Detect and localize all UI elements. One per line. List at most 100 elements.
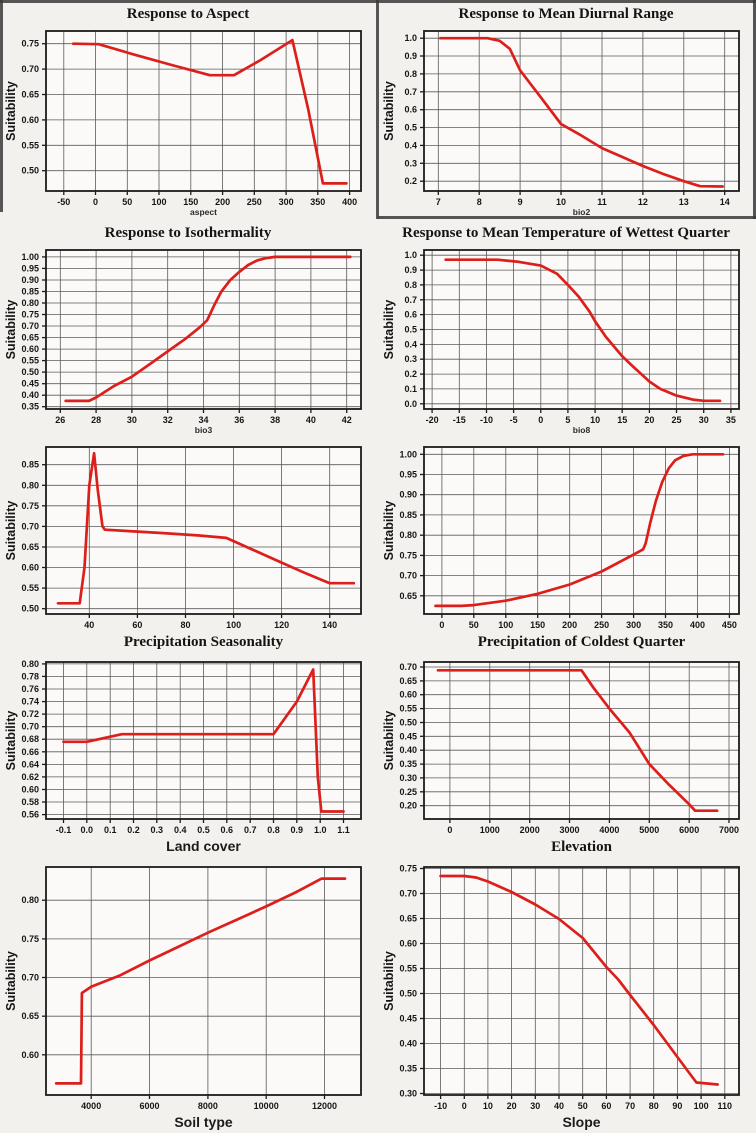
svg-text:-50: -50 [57, 197, 70, 207]
svg-text:0.85: 0.85 [399, 510, 417, 520]
svg-text:0.45: 0.45 [399, 731, 417, 741]
svg-text:80: 80 [180, 620, 190, 630]
svg-text:0.65: 0.65 [21, 1011, 39, 1021]
svg-text:25: 25 [671, 415, 681, 425]
svg-text:0.40: 0.40 [21, 390, 39, 400]
svg-text:36: 36 [234, 415, 244, 425]
svg-text:1.0: 1.0 [404, 250, 417, 260]
svg-text:0.60: 0.60 [21, 563, 39, 573]
svg-text:0.65: 0.65 [399, 914, 417, 924]
svg-text:Suitability: Suitability [4, 300, 18, 360]
svg-text:0.60: 0.60 [21, 115, 39, 125]
scan-edge-bottom-right [378, 216, 756, 219]
svg-text:110: 110 [718, 1101, 733, 1111]
svg-text:15: 15 [617, 415, 627, 425]
svg-text:5: 5 [565, 415, 570, 425]
chart-canvas-elevation: 0 1000 2000 3000 4000 5000 6000 7000 0.20 0.25 0.3… [380, 654, 752, 857]
svg-text:0: 0 [538, 415, 543, 425]
svg-text:50: 50 [469, 620, 479, 630]
svg-text:0.65: 0.65 [21, 90, 39, 100]
svg-text:Suitability: Suitability [4, 501, 18, 561]
svg-text:0.55: 0.55 [21, 583, 39, 593]
svg-text:40: 40 [554, 1101, 564, 1111]
svg-text:26: 26 [55, 415, 65, 425]
chart-canvas-soil-type: 4000 6000 8000 10000 12000 0.60 0.65 0.70 0.75 0.… [2, 859, 374, 1133]
chart-panel-bio2: Response to Mean Diurnal Range 7 8 9 10 11 12… [378, 0, 756, 219]
svg-text:0.70: 0.70 [21, 521, 39, 531]
svg-text:0.70: 0.70 [21, 973, 39, 983]
svg-text:100: 100 [226, 620, 241, 630]
svg-text:Elevation: Elevation [551, 839, 612, 855]
svg-text:10000: 10000 [254, 1101, 279, 1111]
svg-text:1.1: 1.1 [337, 825, 350, 835]
chart-canvas-bio8: -20 -15 -10 -5 0 5 10 15 20 25 30 35 0.0 0.1 0.2 0.3 0.4… [380, 242, 752, 437]
svg-text:350: 350 [658, 620, 673, 630]
svg-text:13: 13 [679, 197, 689, 207]
svg-text:0.40: 0.40 [399, 745, 417, 755]
svg-text:2000: 2000 [520, 825, 540, 835]
svg-text:Suitability: Suitability [382, 501, 396, 561]
svg-text:20: 20 [644, 415, 654, 425]
svg-text:7000: 7000 [719, 825, 739, 835]
svg-text:0.25: 0.25 [399, 787, 417, 797]
svg-text:-10: -10 [480, 415, 493, 425]
svg-text:0.4: 0.4 [174, 825, 187, 835]
svg-text:1.0: 1.0 [314, 825, 327, 835]
svg-text:0.70: 0.70 [21, 64, 39, 74]
svg-text:50: 50 [578, 1101, 588, 1111]
svg-text:0.70: 0.70 [399, 889, 417, 899]
svg-text:0.3: 0.3 [404, 354, 417, 364]
svg-text:0.60: 0.60 [21, 1050, 39, 1060]
svg-text:0.4: 0.4 [404, 140, 417, 150]
svg-text:0.75: 0.75 [21, 39, 39, 49]
svg-text:42: 42 [342, 415, 352, 425]
chart-panel-precip-seasonality: 40 60 80 100 120 140 0.50 0.55 0.60 0.65 0.70 0.75 0… [0, 437, 378, 652]
svg-text:0.56: 0.56 [21, 810, 39, 820]
svg-text:0.45: 0.45 [21, 379, 39, 389]
svg-text:60: 60 [601, 1101, 611, 1111]
svg-text:0.85: 0.85 [21, 460, 39, 470]
svg-text:30: 30 [127, 415, 137, 425]
svg-text:20: 20 [507, 1101, 517, 1111]
chart-panel-bio3: Response to Isothermality 26 28 30 32 34 36 38… [0, 219, 378, 437]
svg-text:0.78: 0.78 [21, 671, 39, 681]
svg-text:0.70: 0.70 [399, 662, 417, 672]
svg-text:300: 300 [626, 620, 641, 630]
svg-text:5000: 5000 [639, 825, 659, 835]
svg-text:0.60: 0.60 [399, 939, 417, 949]
svg-text:0: 0 [447, 825, 452, 835]
svg-text:0.7: 0.7 [404, 295, 417, 305]
svg-text:0.6: 0.6 [404, 310, 417, 320]
svg-text:70: 70 [625, 1101, 635, 1111]
svg-text:Precipitation Seasonality: Precipitation Seasonality [124, 634, 284, 650]
svg-text:Suitability: Suitability [4, 951, 18, 1011]
svg-text:200: 200 [215, 197, 230, 207]
svg-text:-15: -15 [453, 415, 466, 425]
svg-text:0.50: 0.50 [399, 989, 417, 999]
svg-text:Suitability: Suitability [4, 81, 18, 141]
chart-canvas-land-cover: -0.1 0.0 0.1 0.2 0.3 0.4 0.5 0.6 0.7 0.8 0.9 1.0 1.1… [2, 654, 374, 857]
svg-text:60: 60 [132, 620, 142, 630]
svg-text:7: 7 [436, 197, 441, 207]
svg-text:300: 300 [279, 197, 294, 207]
svg-text:Land cover: Land cover [166, 838, 241, 854]
svg-text:0.80: 0.80 [21, 895, 39, 905]
svg-text:120: 120 [274, 620, 289, 630]
svg-text:0: 0 [462, 1101, 467, 1111]
svg-text:Suitability: Suitability [382, 951, 396, 1011]
chart-panel-precip-coldest-quarter: 0 50 100 150 200 250 300 350 400 450 0.65 0.70 0.75 0… [378, 437, 756, 652]
svg-text:0.9: 0.9 [291, 825, 304, 835]
charts-row-2: Response to Isothermality 26 28 30 32 34 36 38… [0, 219, 756, 437]
svg-text:0.55: 0.55 [21, 356, 39, 366]
scan-edge-left [0, 0, 3, 212]
svg-text:Suitability: Suitability [4, 711, 18, 771]
svg-text:0.80: 0.80 [399, 530, 417, 540]
chart-canvas-slope: -10 0 10 20 30 40 50 60 70 80 90 100 110 0.30 0.35 0.40… [380, 859, 752, 1133]
svg-text:bio2: bio2 [573, 207, 591, 217]
chart-title-bio2: Response to Mean Diurnal Range [458, 6, 674, 22]
svg-text:35: 35 [726, 415, 736, 425]
svg-text:40: 40 [306, 415, 316, 425]
svg-text:Slope: Slope [562, 1114, 600, 1130]
svg-text:0.95: 0.95 [21, 263, 39, 273]
svg-text:-0.1: -0.1 [56, 825, 72, 835]
